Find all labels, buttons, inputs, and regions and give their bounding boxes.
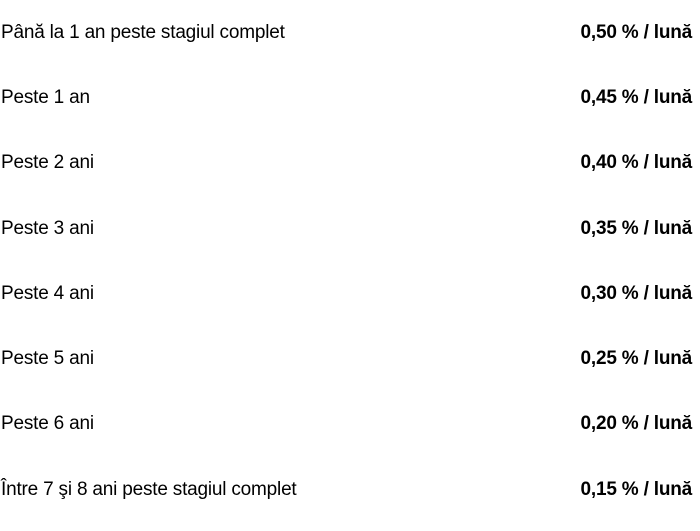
- row-label: Până la 1 an peste stagiul complet: [1, 22, 285, 43]
- row-value: 0,35 % / lună: [580, 218, 693, 239]
- table-row: Peste 5 ani 0,25 % / lună: [0, 344, 692, 374]
- row-value: 0,20 % / lună: [580, 413, 693, 434]
- row-value: 0,45 % / lună: [580, 87, 693, 108]
- table-row: Peste 4 ani 0,30 % / lună: [0, 279, 692, 309]
- table-row: Peste 3 ani 0,35 % / lună: [0, 214, 692, 244]
- table-row: Peste 2 ani 0,40 % / lună: [0, 148, 692, 178]
- row-value: 0,25 % / lună: [580, 348, 693, 369]
- table-row: Până la 1 an peste stagiul complet 0,50 %…: [0, 18, 692, 48]
- row-value: 0,30 % / lună: [580, 283, 693, 304]
- table-row: Peste 1 an 0,45 % / lună: [0, 83, 692, 113]
- row-value: 0,50 % / lună: [580, 22, 693, 43]
- table-row: Între 7 şi 8 ani peste stagiul complet 0,…: [0, 475, 692, 505]
- table-row: Peste 6 ani 0,20 % / lună: [0, 409, 692, 439]
- row-label: Peste 1 an: [1, 87, 90, 108]
- row-label: Între 7 şi 8 ani peste stagiul complet: [1, 479, 297, 500]
- row-value: 0,15 % / lună: [580, 479, 693, 500]
- row-label: Peste 6 ani: [1, 413, 94, 434]
- row-label: Peste 4 ani: [1, 283, 94, 304]
- row-label: Peste 2 ani: [1, 152, 94, 173]
- row-value: 0,40 % / lună: [580, 152, 693, 173]
- row-label: Peste 3 ani: [1, 218, 94, 239]
- row-label: Peste 5 ani: [1, 348, 94, 369]
